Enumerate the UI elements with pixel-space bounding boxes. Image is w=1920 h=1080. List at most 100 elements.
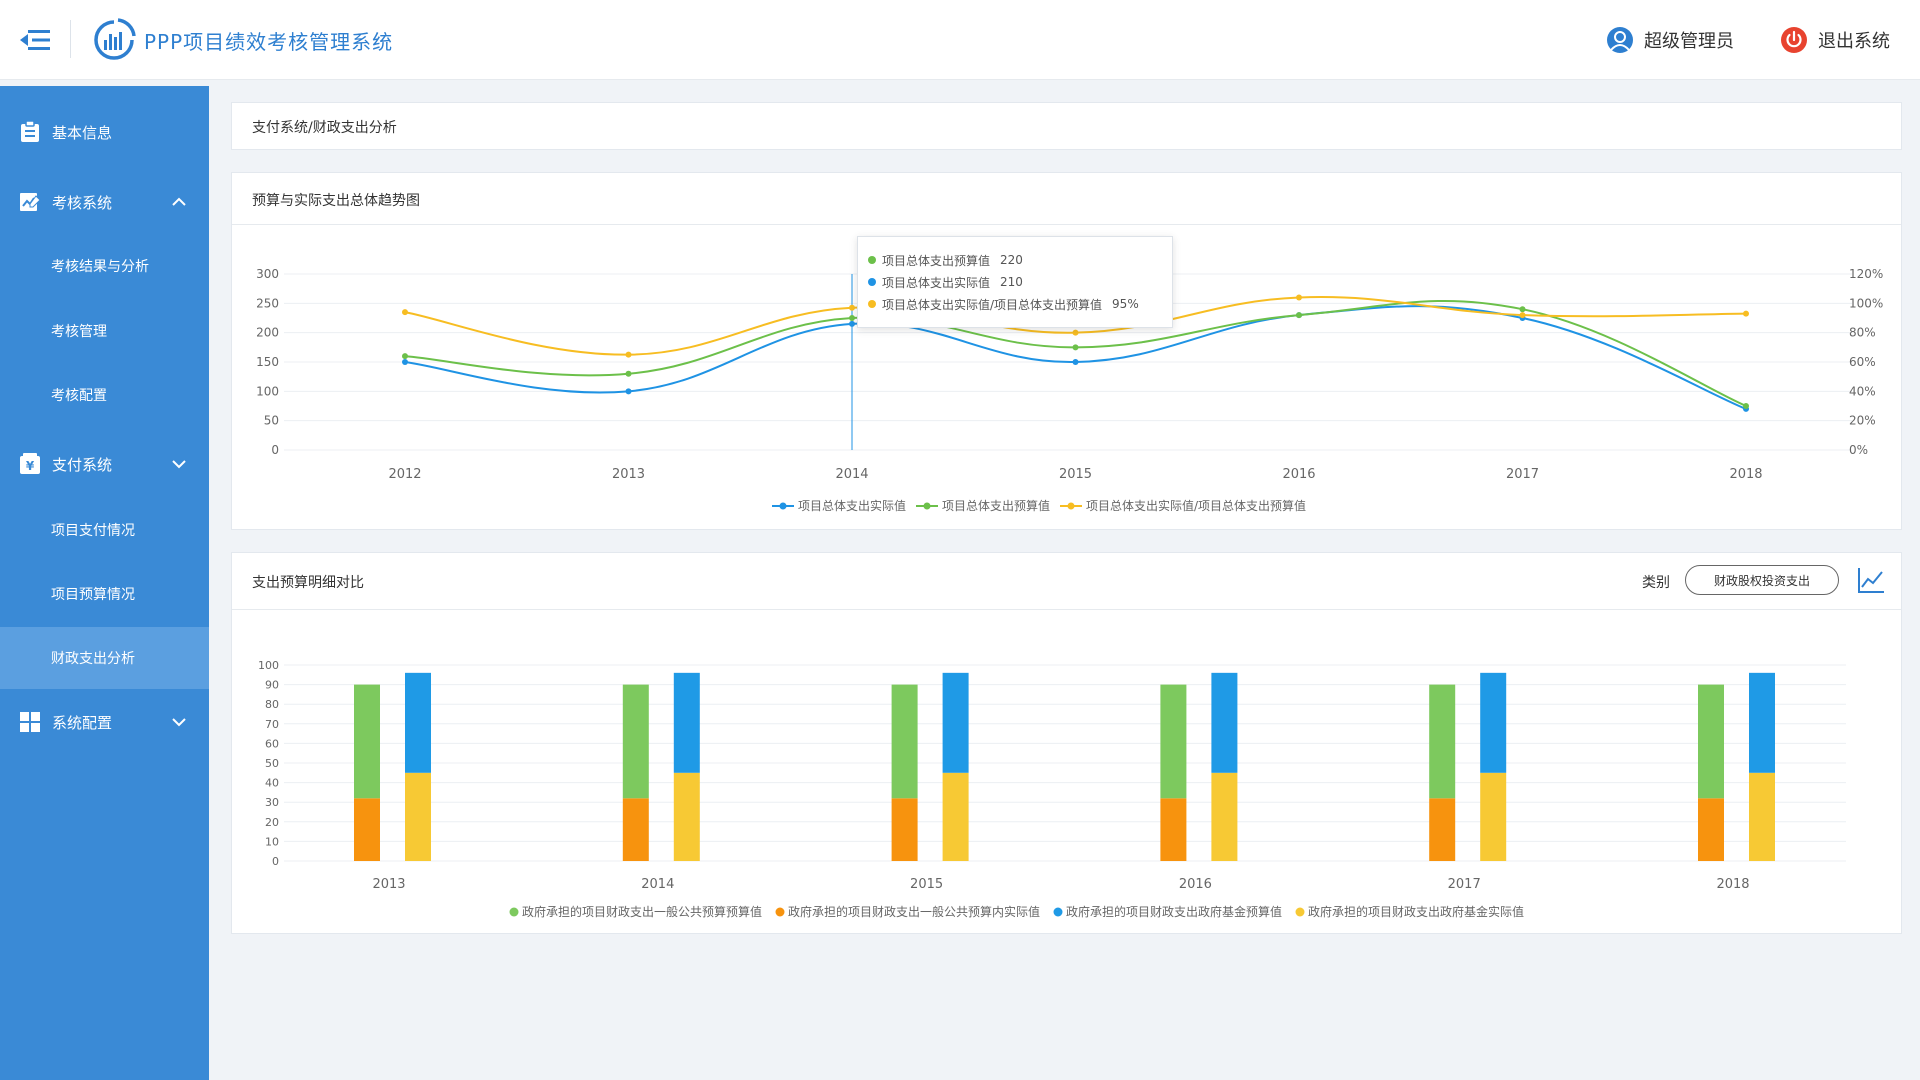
data-point[interactable] [849,320,855,327]
legend-label[interactable]: 项目总体支出实际值 [798,498,906,513]
bar-segment[interactable] [1211,772,1238,861]
sidebar-subitem-assessment-management[interactable]: 考核管理 [51,324,107,340]
y-tick-label: 100 [256,384,279,398]
tooltip-label: 项目总体支出预算值 [882,253,991,268]
data-point[interactable] [402,309,408,316]
menu-collapse-icon[interactable] [18,24,52,56]
data-point[interactable] [1072,329,1079,336]
sidebar-subitem-assessment-results[interactable]: 考核结果与分析 [51,259,149,275]
detail-chart-panel: 支出预算明细对比 类别 财政股权投资支出 0 10 20 30 40 50 60 70 80 90… [231,552,1902,934]
data-point[interactable] [1072,344,1079,351]
grid-icon [18,710,42,734]
x-tick-label: 2013 [372,877,405,892]
chart-tooltip: 项目总体支出预算值 220 项目总体支出实际值 210 项目总体支出实际值/项目… [857,236,1173,328]
data-point[interactable] [625,370,632,377]
bar-segment[interactable] [673,672,700,773]
y-tick-label: 20 [265,816,279,829]
sidebar-subitem-project-budget[interactable]: 项目预算情况 [51,587,135,603]
y-tick-label: 300 [256,267,279,281]
legend-label[interactable]: 政府承担的项目财政支出一般公共预算内实际值 [788,904,1040,919]
sidebar-subitem-project-payment[interactable]: 项目支付情况 [51,523,135,539]
data-point[interactable] [402,353,408,360]
y-tick-label: 60 [265,737,279,750]
legend-marker [923,502,931,510]
data-point[interactable] [1519,312,1526,319]
sidebar-item-assessment[interactable]: 考核系统 [0,170,209,234]
sidebar-subitem-fiscal-expenditure[interactable]: 财政支出分析 [0,627,209,689]
category-filter-select[interactable]: 财政股权投资支出 [1685,565,1839,595]
bar-segment[interactable] [1429,684,1456,799]
user-name: 超级管理员 [1644,31,1734,52]
user-menu[interactable]: 超级管理员 [1606,26,1734,54]
sidebar-item-label: 支付系统 [52,455,113,474]
x-tick-label: 2015 [1059,467,1092,482]
bar-segment[interactable] [405,672,431,773]
data-point[interactable] [402,359,408,365]
bar-segment[interactable] [1480,772,1507,861]
panel-header: 支出预算明细对比 类别 财政股权投资支出 [232,553,1901,610]
legend-marker [509,907,519,917]
sidebar-item-label: 基本信息 [52,123,113,142]
bar-segment[interactable] [1749,672,1775,773]
sidebar-item-system-config[interactable]: 系统配置 [0,690,209,754]
logout-button[interactable]: 退出系统 [1780,26,1890,54]
bar-segment[interactable] [942,772,969,861]
data-point[interactable] [1743,403,1749,409]
bar-segment[interactable] [891,798,918,861]
line-chart-icon[interactable] [1856,565,1886,595]
bar-segment[interactable] [942,672,969,773]
legend-label[interactable]: 政府承担的项目财政支出政府基金实际值 [1308,904,1524,919]
bar-segment[interactable] [354,798,380,861]
panel-header: 预算与实际支出总体趋势图 [232,173,1901,225]
bar-segment[interactable] [354,684,380,799]
legend-label[interactable]: 政府承担的项目财政支出一般公共预算预算值 [522,904,762,919]
data-point[interactable] [625,351,632,358]
data-point[interactable] [849,304,855,311]
y2-tick-label: 120% [1849,267,1883,281]
data-point[interactable] [1296,294,1302,301]
bar-segment[interactable] [622,684,649,799]
y-tick-label: 50 [265,757,279,770]
trend-line-chart[interactable]: 0 50 100 150 200 250 300 0% 20% 40% 60% 80% 100% 120%… [232,225,1903,530]
bar-segment[interactable] [673,772,700,861]
legend-marker [1295,907,1305,917]
bar-segment[interactable] [1160,798,1187,861]
data-point[interactable] [1296,312,1302,319]
top-header: PPP项目绩效考核管理系统 超级管理员 退出系统 [0,0,1920,80]
sidebar-subitem-assessment-config[interactable]: 考核配置 [51,388,107,404]
bar-segment[interactable] [1698,684,1724,799]
legend-label[interactable]: 项目总体支出预算值 [942,498,1050,513]
x-tick-label: 2017 [1506,467,1539,482]
sidebar-item-payment[interactable]: ¥ 支付系统 [0,432,209,496]
detail-bar-chart[interactable]: 0 10 20 30 40 50 60 70 80 90 100 2013 2014 2015 2016 20… [232,610,1903,934]
legend-dot [868,300,876,308]
sidebar-item-basic-info[interactable]: 基本信息 [0,100,209,164]
data-point[interactable] [1743,310,1749,317]
bar-segment[interactable] [891,684,918,799]
legend-label[interactable]: 政府承担的项目财政支出政府基金预算值 [1066,904,1282,919]
y-tick-label: 200 [256,326,279,340]
y2-tick-label: 80% [1849,326,1876,340]
bar-segment[interactable] [1211,672,1238,773]
data-point[interactable] [625,388,632,395]
app-title: PPP项目绩效考核管理系统 [144,30,394,54]
tooltip-value: 95% [1112,297,1139,311]
bar-segment[interactable] [1429,798,1456,861]
bar-segment[interactable] [1480,672,1507,773]
data-point[interactable] [1072,359,1079,365]
bar-segment[interactable] [1749,772,1775,861]
bar-segment[interactable] [622,798,649,861]
bar-segment[interactable] [405,772,431,861]
legend-label[interactable]: 项目总体支出实际值/项目总体支出预算值 [1086,498,1306,513]
bar-segment[interactable] [1160,684,1187,799]
y2-tick-label: 40% [1849,384,1876,398]
panel-title: 预算与实际支出总体趋势图 [252,193,420,209]
y-tick-label: 50 [264,414,279,428]
bar-segment[interactable] [1698,798,1724,861]
y-tick-label: 30 [265,796,279,809]
legend-marker [1067,502,1075,510]
legend-marker [775,907,785,917]
data-point[interactable] [849,315,855,321]
data-point[interactable] [1519,306,1526,313]
y2-tick-label: 20% [1849,414,1876,428]
